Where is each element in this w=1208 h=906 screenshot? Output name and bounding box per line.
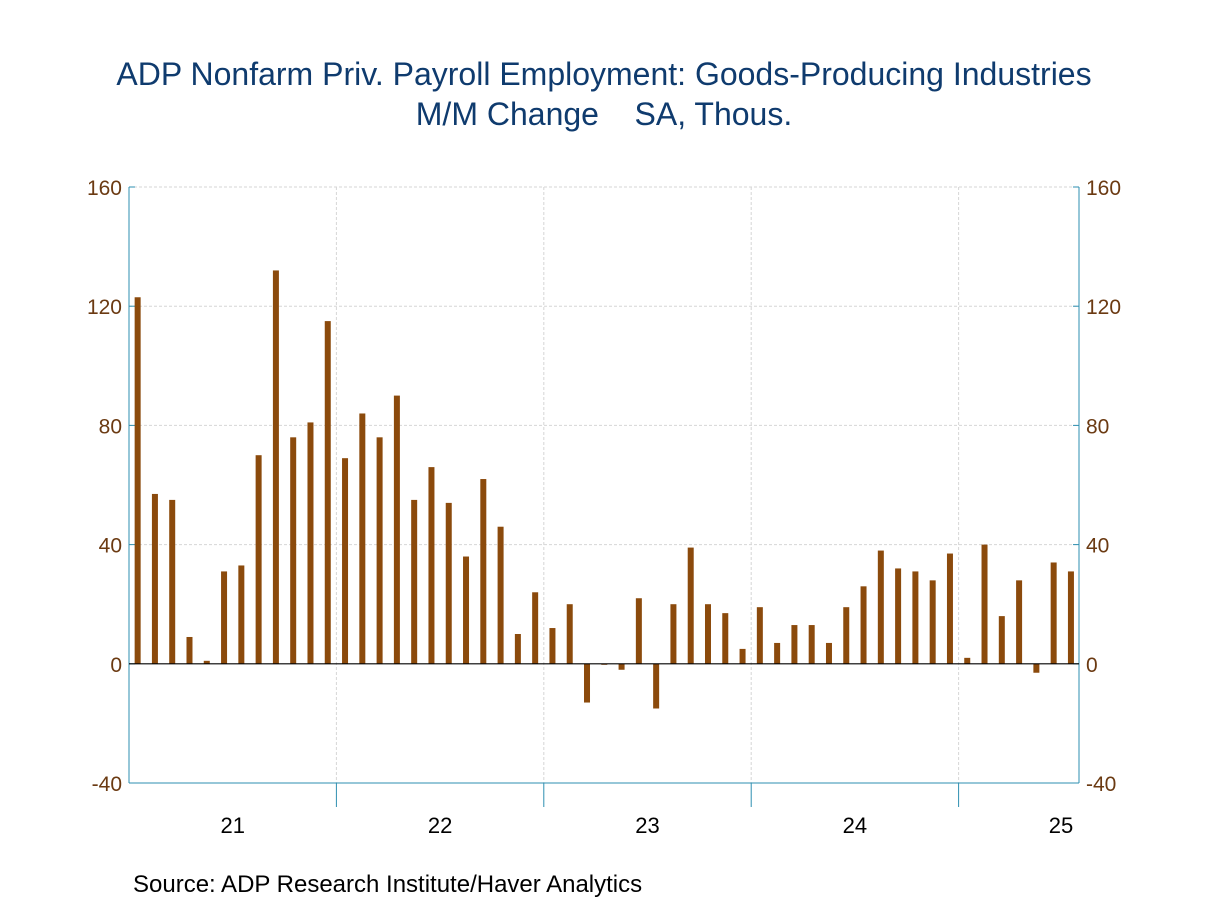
y-tick-label-left: 160 — [87, 177, 122, 200]
bar — [203, 660, 210, 664]
bar — [618, 663, 625, 670]
bar — [843, 607, 850, 664]
bar — [134, 297, 141, 664]
bar — [964, 657, 971, 664]
bar — [808, 625, 815, 664]
bar — [514, 634, 521, 664]
bar — [497, 526, 504, 664]
bar — [532, 592, 539, 664]
bar — [946, 553, 953, 664]
bar — [860, 586, 867, 664]
bar — [445, 502, 452, 664]
bar — [895, 568, 902, 664]
bar — [825, 642, 832, 664]
bar — [272, 270, 279, 664]
bar — [635, 598, 642, 664]
bar — [981, 544, 988, 664]
bar — [1016, 580, 1023, 664]
bar — [704, 604, 711, 664]
bar — [584, 663, 591, 703]
x-tick-label: 24 — [843, 813, 867, 838]
bar — [549, 628, 556, 664]
bar — [998, 616, 1005, 664]
y-tick-label-left: -40 — [92, 773, 122, 796]
bar — [877, 550, 884, 664]
bar — [411, 499, 418, 664]
bar — [359, 413, 366, 664]
bar — [739, 648, 746, 664]
bar — [393, 395, 400, 664]
bar — [670, 604, 677, 664]
y-tick-label-right: 120 — [1086, 296, 1121, 319]
bar — [307, 422, 314, 664]
y-tick-label-right: 80 — [1086, 415, 1109, 438]
y-tick-label-right: 40 — [1086, 535, 1109, 558]
bar — [480, 479, 487, 664]
bar — [290, 437, 297, 664]
y-tick-label-left: 120 — [87, 296, 122, 319]
y-tick-label-right: -40 — [1086, 773, 1116, 796]
bar — [929, 580, 936, 664]
bar — [566, 604, 573, 664]
y-tick-label-left: 0 — [110, 654, 122, 677]
bar — [376, 437, 383, 664]
bar — [912, 571, 919, 664]
x-tick-label: 22 — [428, 813, 452, 838]
bar — [342, 458, 349, 664]
bar — [221, 571, 228, 664]
bar — [1050, 562, 1057, 664]
chart-subtitle: M/M Change SA, Thous. — [415, 96, 793, 132]
bar — [653, 663, 660, 709]
bar — [1067, 571, 1074, 664]
x-tick-label: 21 — [220, 813, 244, 838]
bar — [463, 556, 470, 664]
bar — [428, 467, 435, 664]
y-tick-label-left: 40 — [99, 535, 122, 558]
y-tick-label-left: 80 — [99, 415, 122, 438]
bar — [756, 607, 763, 664]
chart-title: ADP Nonfarm Priv. Payroll Employment: Go… — [116, 56, 1092, 92]
y-tick-label-right: 0 — [1086, 654, 1098, 677]
bar — [774, 642, 781, 664]
bar — [169, 499, 176, 664]
y-tick-label-right: 160 — [1086, 177, 1121, 200]
bar — [151, 493, 158, 664]
bar — [722, 613, 729, 664]
source-note: Source: ADP Research Institute/Haver Ana… — [133, 871, 643, 898]
bar — [791, 625, 798, 664]
bar — [324, 321, 331, 664]
bar — [238, 565, 245, 664]
x-tick-label: 25 — [1049, 813, 1073, 838]
bar — [687, 547, 694, 664]
bar — [1033, 663, 1040, 673]
bar — [255, 455, 262, 664]
bar — [186, 636, 193, 664]
x-tick-label: 23 — [635, 813, 659, 838]
